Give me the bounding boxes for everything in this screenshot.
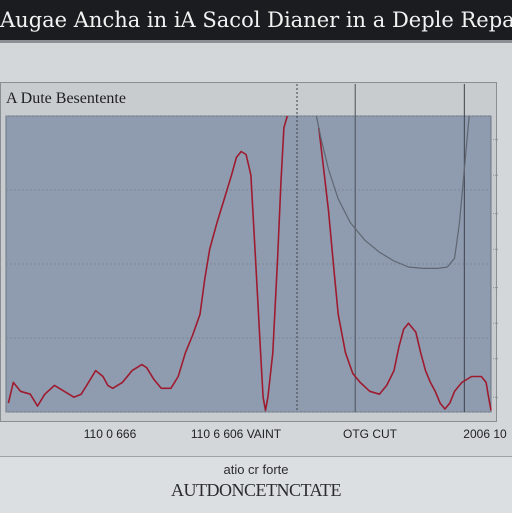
- x-tick-label-2: OTG CUT: [343, 427, 398, 441]
- series-line-0: [7, 115, 289, 412]
- series-line-1: [318, 127, 492, 411]
- chart-subtitle: A Dute Besentente: [6, 90, 126, 107]
- x-tick-label-0: 110 0 666: [84, 427, 137, 441]
- footer-label: AUTDONCETNCTATE: [170, 480, 342, 500]
- footer-caption: atio cr forte: [223, 462, 289, 477]
- x-tick-label-3: 2006 10: [463, 427, 507, 441]
- x-tick-label-1: 110 6 606 VAINT: [191, 427, 282, 441]
- title-divider: [0, 40, 512, 43]
- chart-title: Augae Ancha in iA Sacol Dianer in a Depl…: [0, 0, 512, 40]
- series-line-2: [315, 115, 470, 269]
- footer-panel: [0, 456, 512, 513]
